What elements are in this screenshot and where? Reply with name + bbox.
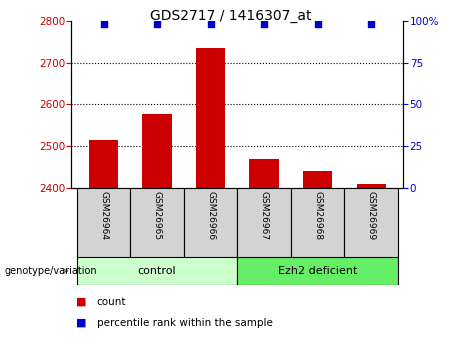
Bar <box>356 184 386 188</box>
Bar <box>237 188 291 257</box>
Text: ■: ■ <box>76 318 87 327</box>
Text: GSM26964: GSM26964 <box>99 191 108 240</box>
Bar <box>142 114 172 188</box>
Text: GSM26967: GSM26967 <box>260 191 269 240</box>
Point <box>260 21 268 27</box>
Text: GSM26965: GSM26965 <box>153 191 162 240</box>
Text: Ezh2 deficient: Ezh2 deficient <box>278 266 357 276</box>
Bar <box>237 257 398 285</box>
Text: percentile rank within the sample: percentile rank within the sample <box>97 318 273 327</box>
Bar <box>184 188 237 257</box>
Point <box>207 21 214 27</box>
Bar <box>89 140 118 188</box>
Text: GSM26968: GSM26968 <box>313 191 322 240</box>
Point <box>154 21 161 27</box>
Point <box>367 21 375 27</box>
Text: GSM26966: GSM26966 <box>206 191 215 240</box>
Text: control: control <box>138 266 177 276</box>
Text: ■: ■ <box>76 297 87 307</box>
Point <box>314 21 321 27</box>
Bar <box>249 159 279 188</box>
Point <box>100 21 107 27</box>
FancyArrowPatch shape <box>63 269 67 273</box>
Text: genotype/variation: genotype/variation <box>5 266 97 276</box>
Text: GDS2717 / 1416307_at: GDS2717 / 1416307_at <box>150 9 311 23</box>
Bar <box>196 48 225 188</box>
Bar <box>303 171 332 188</box>
Bar <box>77 188 130 257</box>
Text: GSM26969: GSM26969 <box>367 191 376 240</box>
Bar <box>291 188 344 257</box>
Bar <box>344 188 398 257</box>
Text: count: count <box>97 297 126 307</box>
Bar <box>130 188 184 257</box>
Bar <box>77 257 237 285</box>
